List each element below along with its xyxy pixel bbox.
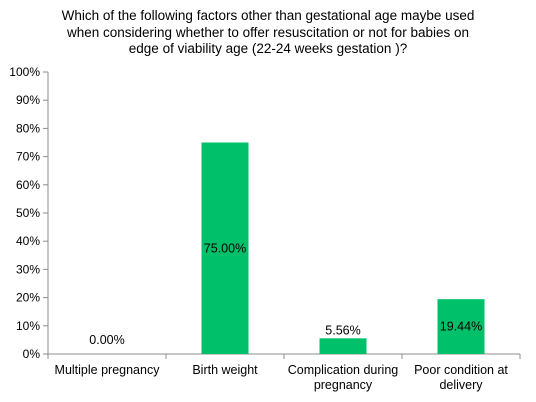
bar [201, 142, 249, 354]
chart-title-line: Which of the following factors other tha… [61, 8, 475, 23]
y-tick-label: 40% [16, 234, 40, 248]
y-tick-label: 50% [16, 206, 40, 220]
bar [437, 299, 485, 354]
y-tick-label: 0% [23, 347, 41, 361]
bars [201, 142, 485, 354]
y-tick-label: 80% [16, 121, 40, 135]
y-tick-label: 70% [16, 150, 40, 164]
y-axis: 0% 10% 20% 30% 40% 50% 60% 70% 80% 90% 100% [9, 65, 49, 361]
x-category-label: pregnancy [314, 378, 373, 392]
data-label: 0.00% [89, 333, 124, 347]
y-tick-label: 30% [16, 262, 40, 276]
y-tick-label: 60% [16, 178, 40, 192]
x-axis: Multiple pregnancy Birth weight Complicati… [47, 353, 521, 392]
chart-title-line: edge of viability age (22-24 weeks gesta… [128, 41, 408, 56]
y-tick-label: 20% [16, 291, 40, 305]
y-tick-label: 10% [16, 319, 40, 333]
data-labels: 0.00% 75.00% 5.56% 19.44% [89, 241, 482, 347]
chart-title-line: when considering whether to offer resusc… [67, 24, 469, 40]
data-label: 19.44% [440, 320, 482, 334]
y-tick-label: 90% [16, 93, 40, 107]
bar [319, 338, 367, 354]
data-label: 5.56% [325, 323, 360, 337]
x-category-label: delivery [439, 378, 483, 392]
x-category-label: Multiple pregnancy [55, 363, 161, 377]
chart-title: Which of the following factors other tha… [20, 8, 516, 58]
x-category-label: Poor condition at [414, 363, 508, 377]
x-category-label: Birth weight [192, 363, 258, 377]
y-tick-label: 100% [9, 65, 40, 79]
x-category-label: Complication during [288, 363, 399, 377]
data-label: 75.00% [204, 241, 246, 255]
